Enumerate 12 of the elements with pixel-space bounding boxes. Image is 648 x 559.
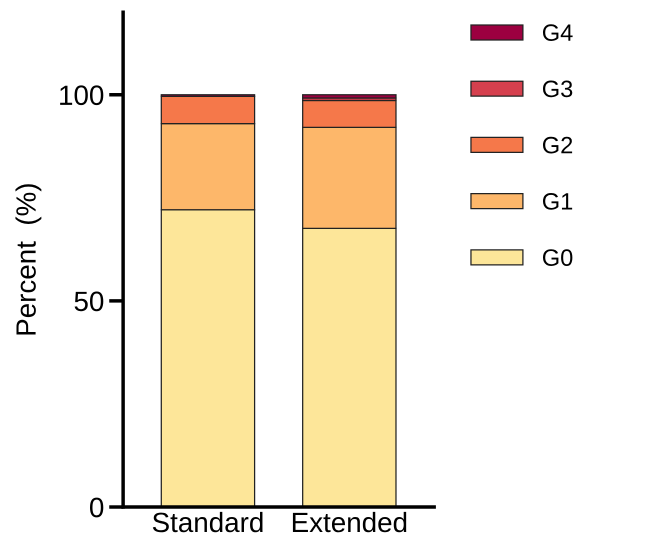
legend-label: G4 <box>542 24 573 41</box>
y-tick-label: 100 <box>60 85 104 106</box>
bar <box>302 94 397 99</box>
x-tick-label: Extended <box>292 512 406 532</box>
legend-label: G0 <box>542 249 572 266</box>
legend-label: G3 <box>542 80 572 98</box>
legend-label: G2 <box>542 136 572 154</box>
y-tick-label: 50 <box>74 292 104 312</box>
legend-label: G1 <box>542 193 572 210</box>
y-tick-label: 0 <box>90 498 104 518</box>
x-tick-label: Standard <box>152 512 263 532</box>
y-axis-title: Percent (%) <box>15 184 42 335</box>
